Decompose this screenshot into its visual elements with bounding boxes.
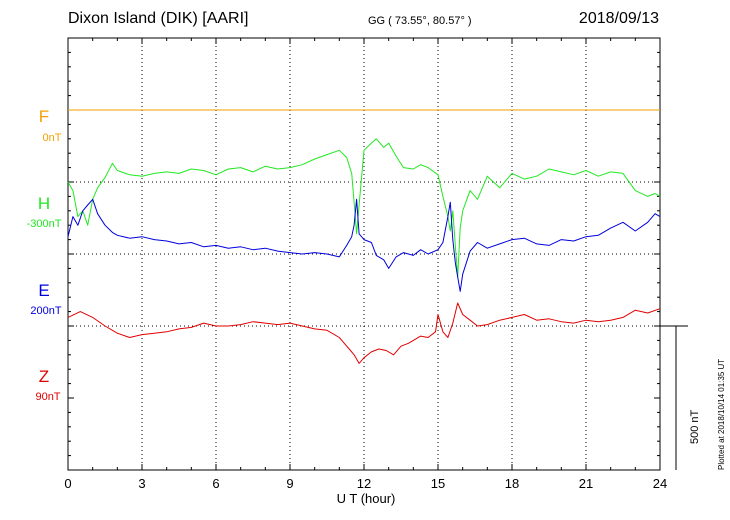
channel-label-z: Z xyxy=(38,367,50,386)
x-tick-label: 21 xyxy=(578,476,594,491)
x-tick-label: 9 xyxy=(286,476,294,491)
channel-offset-f: 0nT xyxy=(42,132,62,144)
series-line-e xyxy=(67,198,661,292)
channel-label-e: E xyxy=(38,281,50,300)
channel-offset-z: 90nT xyxy=(35,391,61,403)
x-tick-label: 3 xyxy=(138,476,146,491)
x-tick-label: 0 xyxy=(64,476,72,491)
x-tick-label: 24 xyxy=(652,476,668,491)
grid-lines xyxy=(68,38,660,470)
x-tick-label: 18 xyxy=(504,476,520,491)
x-tick-label: 15 xyxy=(430,476,446,491)
chart-title: Dixon Island (DIK) [AARI] xyxy=(68,10,249,27)
x-tick-label: 6 xyxy=(212,476,220,491)
scale-bar xyxy=(660,325,688,470)
axis-ticks xyxy=(67,38,661,470)
chart-date: 2018/09/13 xyxy=(578,10,659,27)
series-line-h xyxy=(67,138,661,278)
plotted-timestamp: Plotted at 2018/10/14 01:35 UT xyxy=(717,358,726,470)
channel-offset-e: 200nT xyxy=(30,305,62,317)
channel-label-f: F xyxy=(38,107,50,126)
x-tick-label: 12 xyxy=(356,476,372,491)
station-coordinates: GG ( 73.55°, 80.57° ) xyxy=(368,15,472,27)
x-axis-label: U T (hour) xyxy=(336,491,396,506)
scale-bar-label: 500 nT xyxy=(689,409,701,444)
channel-label-h: H xyxy=(37,194,51,213)
channel-offset-h: -300nT xyxy=(26,218,62,230)
series-line-z xyxy=(67,302,661,364)
series-group xyxy=(67,109,661,364)
